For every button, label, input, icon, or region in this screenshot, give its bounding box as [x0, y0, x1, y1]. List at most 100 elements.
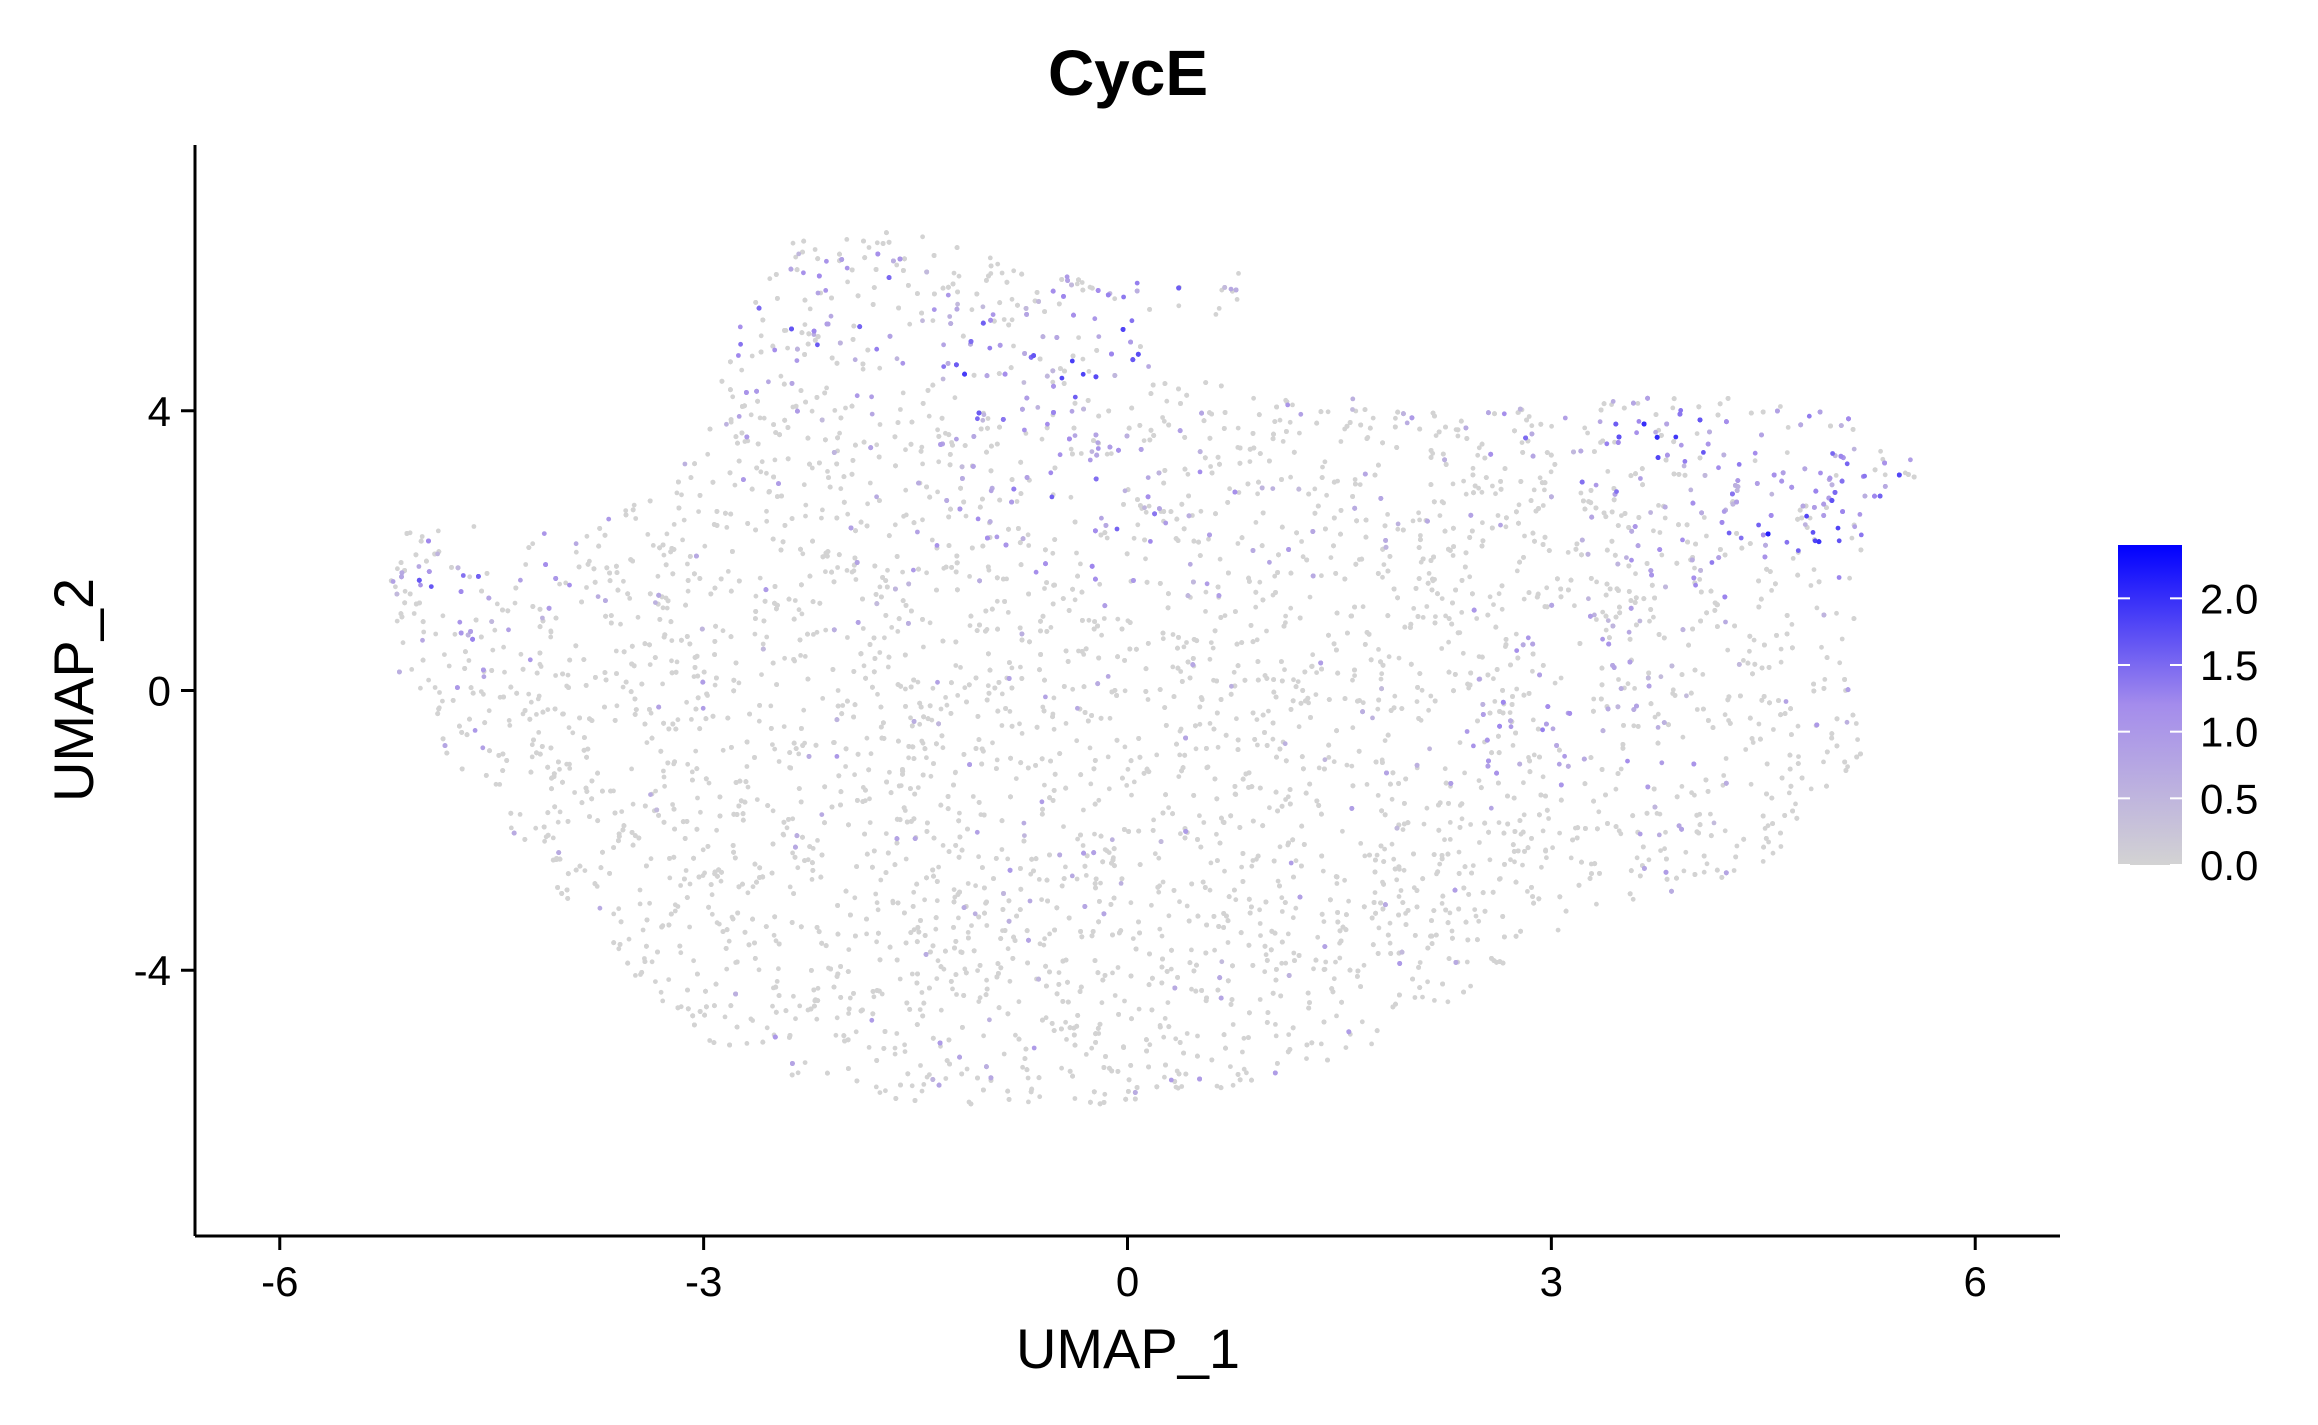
scatter-point: [802, 1060, 808, 1065]
scatter-point: [917, 721, 923, 727]
scatter-point: [613, 648, 619, 654]
scatter-point: [707, 1038, 713, 1043]
scatter-point: [584, 585, 589, 590]
scatter-point: [1108, 451, 1114, 456]
scatter-point: [1207, 721, 1213, 726]
scatter-point: [1025, 1075, 1031, 1081]
scatter-point: [1257, 921, 1263, 926]
scatter-point: [903, 487, 909, 493]
scatter-point: [936, 459, 942, 465]
scatter-point: [1086, 369, 1092, 374]
scatter-point: [823, 627, 829, 633]
scatter-point: [648, 856, 654, 862]
scatter-point: [1262, 969, 1268, 975]
scatter-point: [1146, 503, 1152, 509]
scatter-point: [1255, 742, 1260, 748]
scatter-point: [725, 569, 731, 574]
scatter-point: [764, 508, 769, 514]
scatter-point: [1372, 890, 1378, 895]
scatter-point: [1214, 1083, 1220, 1089]
scatter-point: [758, 333, 764, 339]
scatter-point: [1472, 907, 1478, 912]
scatter-point: [1166, 913, 1172, 919]
scatter-point: [1793, 801, 1798, 807]
scatter-point: [1808, 583, 1814, 588]
scatter-point: [1855, 737, 1860, 742]
scatter-point: [1426, 571, 1432, 576]
scatter-point: [900, 569, 905, 575]
scatter-point: [702, 543, 708, 549]
scatter-point: [1585, 430, 1590, 436]
scatter-point: [1207, 887, 1213, 893]
scatter-point: [1656, 503, 1661, 508]
scatter-point: [1401, 867, 1407, 873]
scatter-point: [1334, 881, 1340, 886]
scatter-point: [557, 766, 562, 772]
scatter-point: [1019, 731, 1025, 736]
scatter-point: [637, 901, 643, 907]
scatter-point: [691, 674, 697, 679]
scatter-point: [1074, 738, 1080, 744]
scatter-point: [611, 911, 617, 917]
scatter-point: [1529, 423, 1535, 429]
scatter-point: [685, 561, 690, 567]
scatter-point: [1476, 778, 1482, 783]
scatter-point: [1396, 894, 1402, 899]
scatter-point: [897, 976, 903, 982]
scatter-point: [1079, 280, 1085, 285]
scatter-point: [1565, 550, 1571, 555]
scatter-point: [1778, 844, 1784, 849]
scatter-point: [564, 761, 570, 767]
scatter-point: [1433, 614, 1438, 619]
scatter-point: [1059, 1065, 1064, 1071]
scatter-point: [667, 875, 673, 881]
scatter-point: [911, 927, 917, 933]
scatter-point: [1447, 910, 1453, 916]
scatter-point: [1334, 1013, 1339, 1019]
scatter-point: [1591, 696, 1597, 702]
scatter-point: [623, 508, 629, 513]
scatter-point: [1151, 817, 1156, 823]
scatter-point: [1769, 588, 1774, 593]
scatter-point: [1162, 1074, 1167, 1080]
scatter-point: [761, 415, 767, 421]
scatter-point: [1097, 581, 1103, 587]
scatter-point: [1756, 721, 1762, 727]
scatter-point: [1633, 571, 1638, 577]
scatter-point: [1026, 543, 1032, 548]
scatter-point: [1510, 743, 1516, 748]
scatter-point: [1299, 539, 1304, 544]
scatter-point: [820, 507, 825, 513]
scatter-point: [1170, 632, 1176, 637]
scatter-point: [933, 926, 939, 932]
scatter-point: [1625, 681, 1631, 687]
scatter-point: [809, 408, 815, 414]
scatter-point: [921, 1082, 927, 1087]
scatter-point: [999, 270, 1005, 276]
scatter-point: [1412, 995, 1418, 1000]
scatter-point: [1078, 561, 1083, 567]
scatter-point: [1051, 726, 1057, 732]
scatter-point: [658, 989, 664, 995]
scatter-point: [1849, 535, 1855, 541]
scatter-point: [956, 273, 962, 279]
scatter-point: [1470, 863, 1476, 868]
scatter-point: [724, 966, 730, 972]
scatter-point: [1213, 312, 1219, 317]
scatter-point: [655, 573, 661, 579]
scatter-point: [1197, 721, 1203, 727]
scatter-point: [745, 890, 751, 896]
scatter-point: [1619, 513, 1624, 518]
scatter-point: [1391, 856, 1397, 862]
scatter-point: [1050, 379, 1056, 385]
scatter-point: [1400, 827, 1406, 832]
scatter-point: [1425, 979, 1430, 985]
scatter-point: [852, 895, 858, 901]
scatter-point: [675, 904, 681, 909]
scatter-point: [1236, 490, 1242, 495]
scatter-point: [481, 691, 486, 697]
scatter-point: [1658, 848, 1663, 853]
scatter-point: [1491, 602, 1496, 607]
scatter-point: [529, 754, 535, 760]
scatter-point: [557, 809, 563, 815]
